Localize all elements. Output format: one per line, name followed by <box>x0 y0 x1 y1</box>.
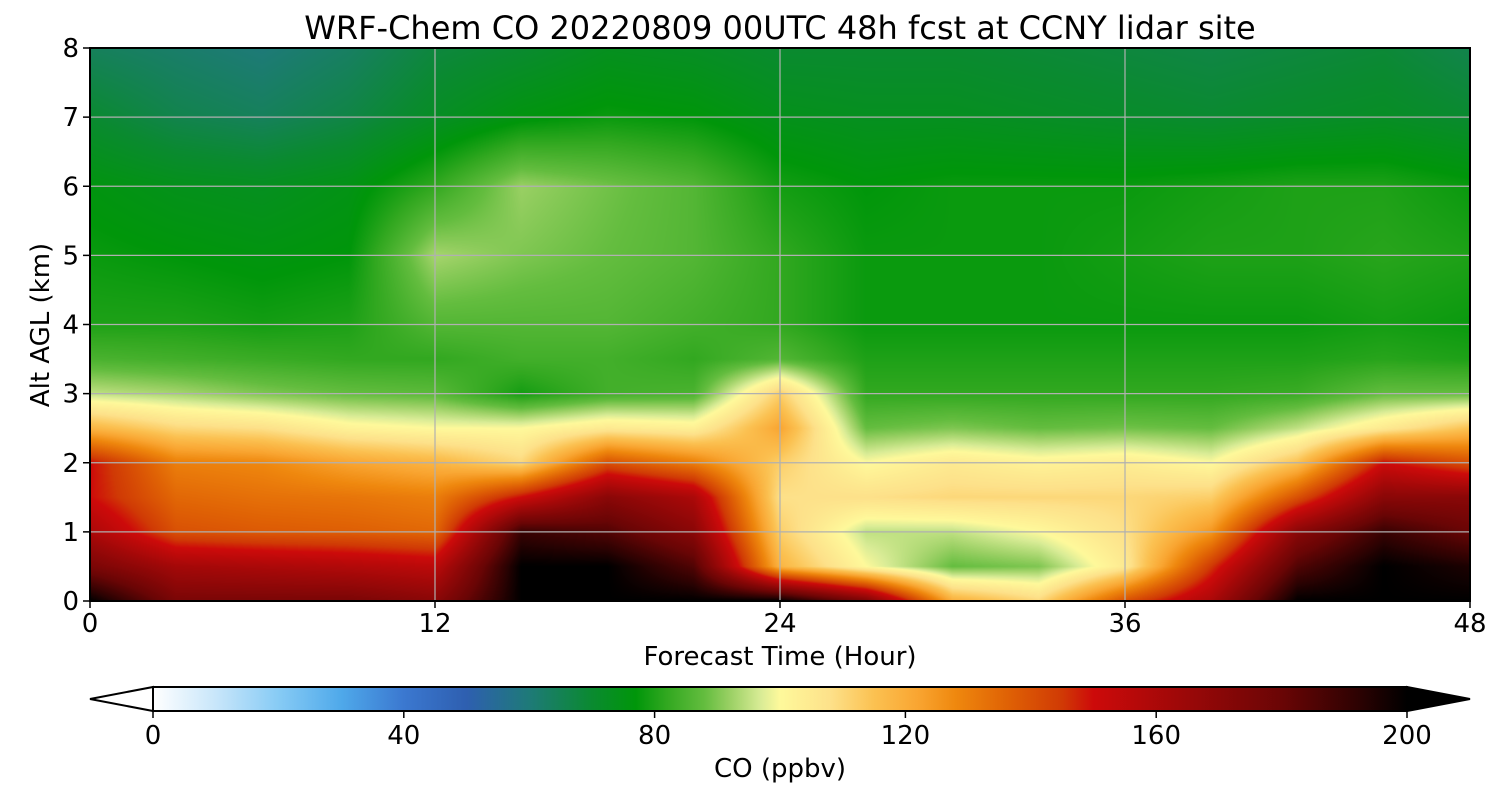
colorbar: 0 40 80 120 160 200 CO (ppbv) <box>89 685 1471 784</box>
y-tick-label: 8 <box>62 34 79 64</box>
x-tick-label: 12 <box>418 609 451 639</box>
x-tick-label: 36 <box>1108 609 1141 639</box>
colorbar-tick-label: 40 <box>387 721 420 751</box>
x-tick-label: 48 <box>1453 609 1486 639</box>
colorbar-over-arrow <box>1406 685 1471 713</box>
y-tick-label: 2 <box>62 449 79 479</box>
y-axis: 0 1 2 3 4 5 6 7 8 <box>62 34 90 617</box>
colorbar-tick-label: 80 <box>638 721 671 751</box>
y-tick-label: 4 <box>62 311 79 341</box>
chart-title: WRF-Chem CO 20220809 00UTC 48h fcst at C… <box>304 9 1255 47</box>
y-tick-label: 6 <box>62 172 79 202</box>
colorbar-label: CO (ppbv) <box>714 754 846 784</box>
y-axis-label: Alt AGL (km) <box>26 243 56 407</box>
x-tick-label: 0 <box>82 609 99 639</box>
y-tick-label: 1 <box>62 518 79 548</box>
x-axis-label: Forecast Time (Hour) <box>643 642 916 672</box>
colorbar-ticks: 0 40 80 120 160 200 <box>145 711 1432 751</box>
y-tick-label: 5 <box>62 241 79 271</box>
y-tick-label: 3 <box>62 380 79 410</box>
colorbar-tick-label: 160 <box>1131 721 1181 751</box>
y-tick-label: 0 <box>62 587 79 617</box>
colorbar-gradient <box>153 687 1407 711</box>
colorbar-under-arrow <box>89 685 154 713</box>
x-axis: 0 12 24 36 48 <box>82 601 1487 639</box>
colorbar-tick-label: 0 <box>145 721 162 751</box>
y-tick-label: 7 <box>62 103 79 133</box>
colorbar-tick-label: 200 <box>1382 721 1432 751</box>
x-tick-label: 24 <box>763 609 796 639</box>
colorbar-tick-label: 120 <box>881 721 931 751</box>
colorbar-frame <box>152 686 1408 712</box>
